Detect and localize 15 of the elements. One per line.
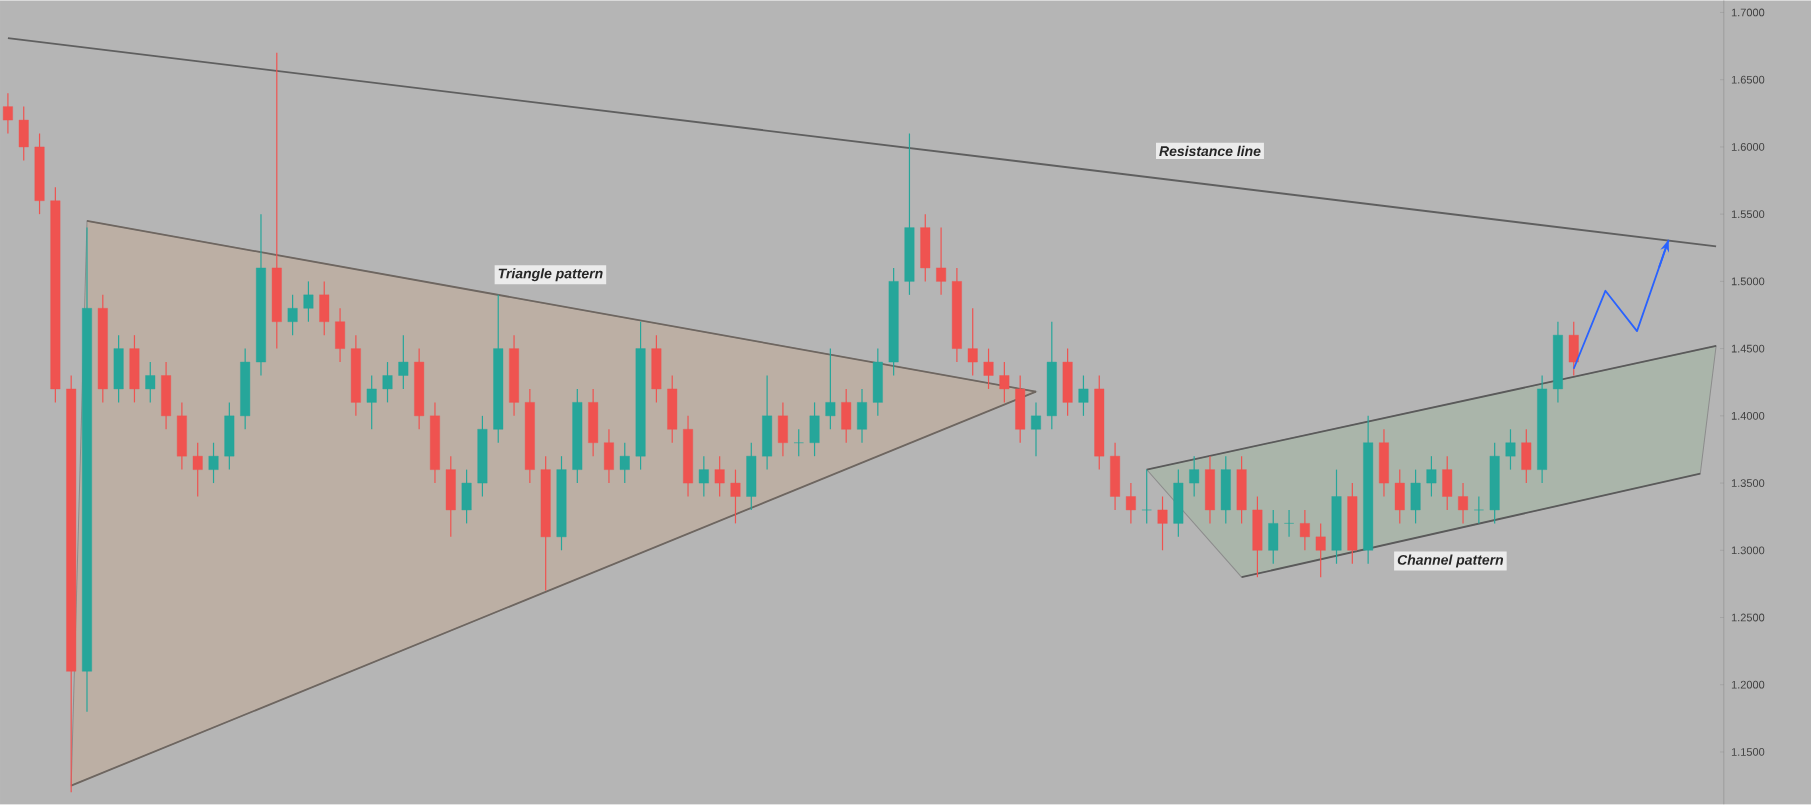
y-tick-label: 1.3000 [1731,546,1765,555]
y-tick-label: 1.4000 [1731,412,1765,420]
annotation: Triangle pattern [498,268,603,282]
y-tick-label: 1.2000 [1731,680,1765,689]
y-tick-label: 1.5000 [1731,277,1765,286]
y-tick-label: 1.5500 [1731,210,1765,219]
annotation: Channel pattern [1397,554,1504,568]
y-tick-label: 1.2500 [1731,613,1765,622]
y-tick-label: 1.6000 [1731,143,1765,151]
y-tick-label: 1.7000 [1731,8,1765,17]
y-tick-label: 1.3500 [1731,479,1765,488]
y-tick-label: 1.1500 [1731,748,1765,756]
annotation: Resistance line [1159,145,1261,157]
y-tick-label: 1.4500 [1731,344,1765,353]
y-tick-label: 1.6500 [1731,75,1765,84]
